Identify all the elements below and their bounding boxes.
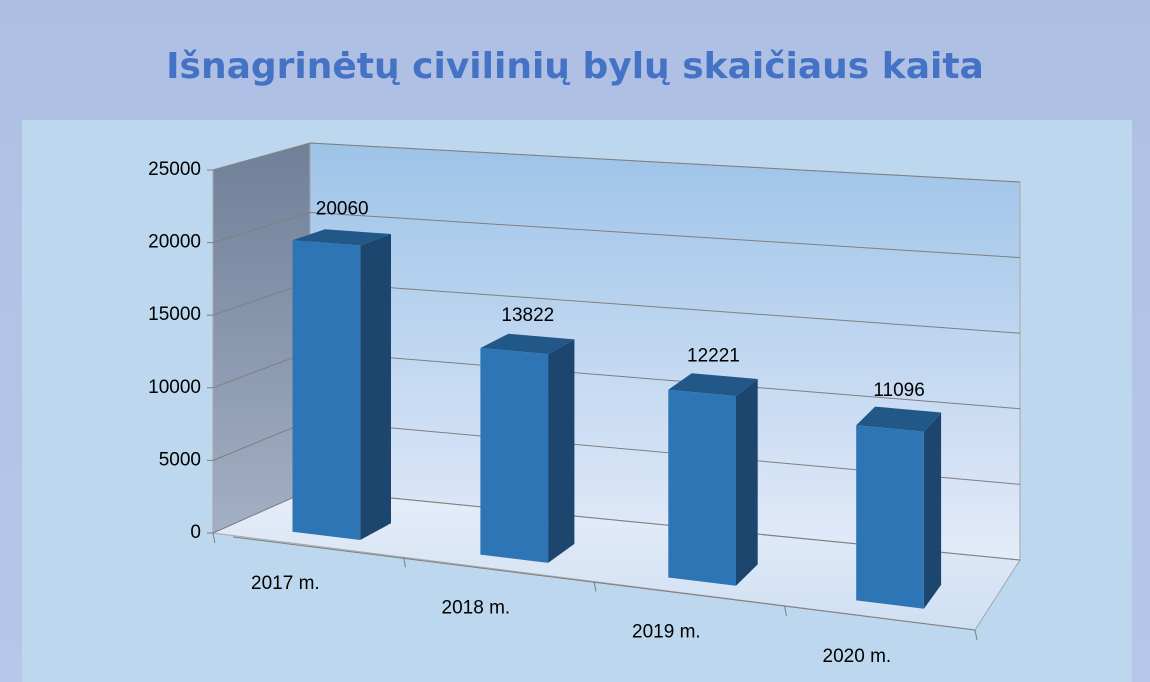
bar-front bbox=[856, 425, 924, 609]
x-tick-label: 2020 m. bbox=[823, 646, 892, 667]
grid-line bbox=[212, 142, 1021, 183]
bar-top bbox=[292, 229, 391, 246]
x-tick bbox=[784, 605, 787, 616]
y-tick-label: 25000 bbox=[148, 159, 201, 180]
chart-title: Išnagrinėtų civilinių bylų skaičiaus kai… bbox=[166, 46, 984, 87]
y-tick-label: 15000 bbox=[148, 304, 201, 325]
bar-top bbox=[668, 373, 758, 397]
bar-side bbox=[923, 412, 942, 609]
x-tick bbox=[593, 581, 597, 592]
x-tick bbox=[212, 532, 216, 544]
bar-side bbox=[736, 379, 758, 586]
data-label: 11096 bbox=[873, 380, 924, 401]
bar-front bbox=[292, 240, 361, 541]
bar-side bbox=[548, 339, 575, 563]
bar-side bbox=[360, 234, 391, 540]
x-tick-label: 2018 m. bbox=[442, 597, 511, 618]
x-axis bbox=[232, 536, 976, 631]
x-tick bbox=[974, 629, 978, 641]
bar-front bbox=[480, 348, 549, 563]
y-tick-label: 10000 bbox=[148, 377, 201, 398]
bar-top bbox=[856, 406, 942, 432]
data-label: 20060 bbox=[316, 198, 369, 219]
x-tick-label: 2017 m. bbox=[251, 573, 320, 594]
x-tick bbox=[403, 557, 406, 568]
bar bbox=[480, 333, 575, 563]
grid-line bbox=[212, 211, 1021, 259]
bar-front bbox=[668, 389, 736, 586]
bar-top bbox=[480, 333, 575, 355]
y-tick-label: 5000 bbox=[159, 449, 201, 470]
x-tick-label: 2019 m. bbox=[632, 622, 701, 643]
y-tick-label: 0 bbox=[190, 522, 201, 543]
bar bbox=[668, 373, 758, 586]
y-tick-label: 20000 bbox=[148, 232, 201, 253]
data-label: 12221 bbox=[687, 346, 740, 367]
bar bbox=[856, 406, 942, 609]
data-label: 13822 bbox=[501, 305, 554, 326]
bar bbox=[292, 229, 391, 541]
